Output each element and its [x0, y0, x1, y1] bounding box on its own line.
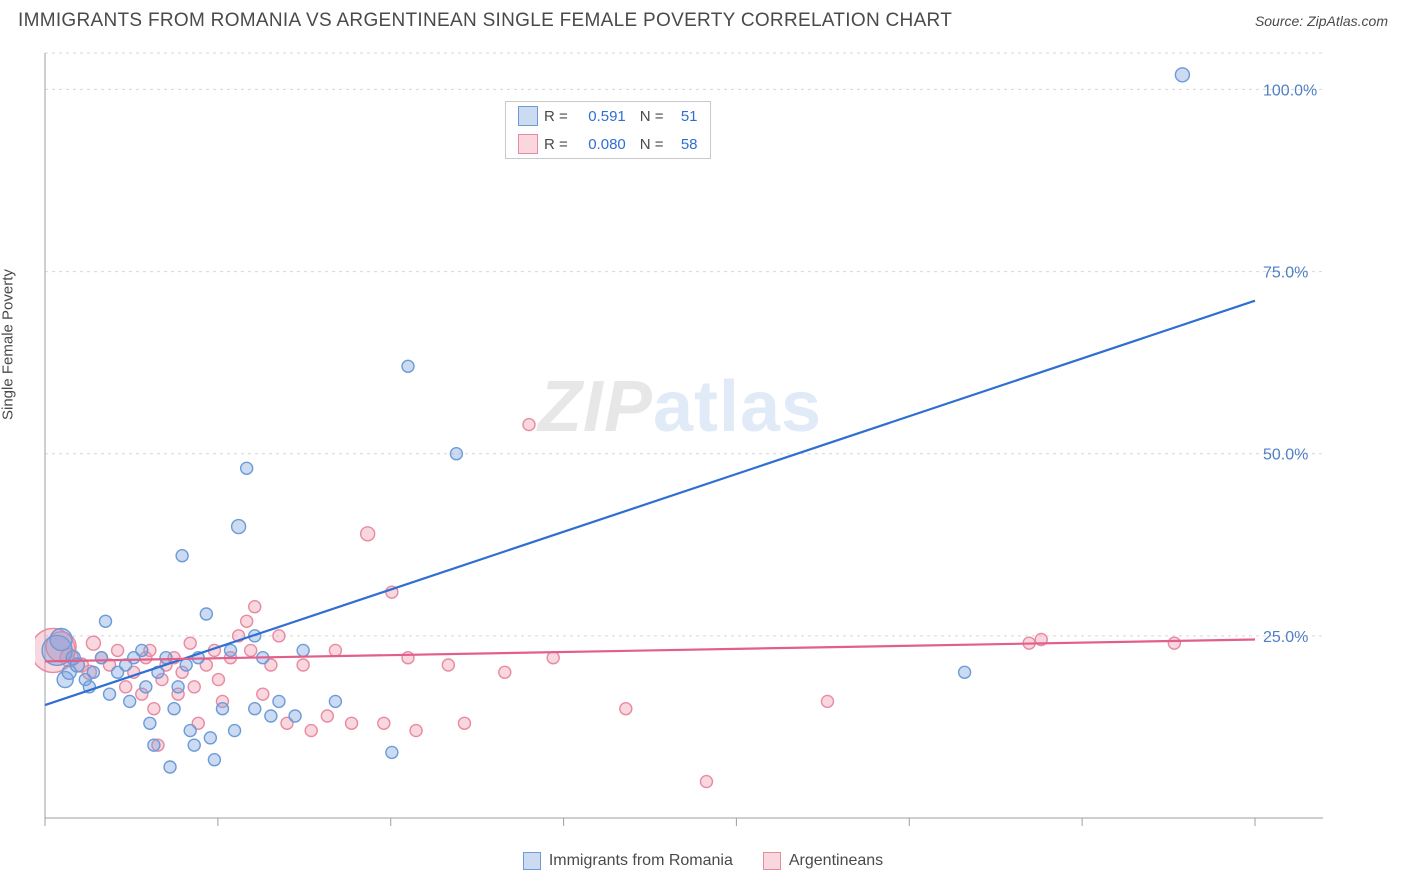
series-legend: Immigrants from Romania Argentineans: [0, 830, 1406, 892]
data-point: [160, 652, 172, 664]
data-point: [216, 703, 228, 715]
data-point: [450, 448, 462, 460]
data-point: [180, 659, 192, 671]
data-point: [204, 732, 216, 744]
data-point: [200, 608, 212, 620]
data-point: [172, 681, 184, 693]
legend-r-label: R =: [544, 136, 568, 153]
svg-text:100.0%: 100.0%: [1263, 82, 1317, 99]
legend-n-value: 51: [670, 108, 698, 125]
data-point: [620, 703, 632, 715]
correlation-legend: R = 0.591 N = 51 R = 0.080 N = 58: [505, 101, 711, 159]
title-bar: IMMIGRANTS FROM ROMANIA VS ARGENTINEAN S…: [0, 0, 1406, 38]
regression-line: [45, 301, 1255, 705]
data-point: [241, 615, 253, 627]
series-legend-item: Argentineans: [763, 852, 883, 870]
data-point: [273, 630, 285, 642]
data-point: [499, 666, 511, 678]
data-point: [273, 695, 285, 707]
svg-text:50.0%: 50.0%: [1263, 447, 1308, 464]
legend-r-value: 0.080: [574, 136, 626, 153]
data-point: [321, 710, 333, 722]
data-point: [410, 725, 422, 737]
data-point: [700, 776, 712, 788]
legend-n-value: 58: [670, 136, 698, 153]
data-point: [257, 688, 269, 700]
data-point: [289, 710, 301, 722]
data-point: [547, 652, 559, 664]
legend-swatch: [518, 134, 538, 154]
y-axis-label: Single Female Poverty: [0, 269, 17, 420]
data-point: [100, 615, 112, 627]
data-point: [821, 695, 833, 707]
svg-text:25.0%: 25.0%: [1263, 629, 1308, 646]
data-point: [297, 644, 309, 656]
legend-swatch: [523, 852, 541, 870]
data-point: [184, 637, 196, 649]
data-point: [164, 761, 176, 773]
source-attribution: Source: ZipAtlas.com: [1255, 13, 1388, 29]
data-point: [188, 681, 200, 693]
data-point: [148, 703, 160, 715]
data-point: [87, 666, 99, 678]
data-point: [188, 739, 200, 751]
legend-n-label: N =: [640, 136, 664, 153]
data-point: [386, 746, 398, 758]
data-point: [148, 739, 160, 751]
legend-row: R = 0.080 N = 58: [506, 130, 710, 158]
data-point: [442, 659, 454, 671]
data-point: [232, 520, 246, 534]
legend-row: R = 0.591 N = 51: [506, 102, 710, 130]
data-point: [523, 419, 535, 431]
svg-text:75.0%: 75.0%: [1263, 265, 1308, 282]
data-point: [104, 688, 116, 700]
data-point: [1175, 68, 1189, 82]
data-point: [144, 717, 156, 729]
data-point: [208, 754, 220, 766]
data-point: [176, 550, 188, 562]
data-point: [1168, 637, 1180, 649]
data-point: [329, 644, 341, 656]
data-point: [241, 462, 253, 474]
data-point: [402, 652, 414, 664]
data-point: [124, 695, 136, 707]
data-point: [225, 644, 237, 656]
data-point: [245, 644, 257, 656]
data-point: [458, 717, 470, 729]
data-point: [265, 710, 277, 722]
data-point: [136, 644, 148, 656]
series-legend-item: Immigrants from Romania: [523, 852, 733, 870]
scatter-plot: 0.0%15.0%25.0%50.0%75.0%100.0%: [35, 48, 1325, 828]
data-point: [86, 636, 100, 650]
data-point: [378, 717, 390, 729]
chart-area: 0.0%15.0%25.0%50.0%75.0%100.0% ZIPatlas …: [35, 48, 1325, 828]
data-point: [346, 717, 358, 729]
data-point: [168, 703, 180, 715]
data-point: [249, 703, 261, 715]
legend-n-label: N =: [640, 108, 664, 125]
data-point: [361, 527, 375, 541]
data-point: [212, 674, 224, 686]
data-point: [184, 725, 196, 737]
data-point: [229, 725, 241, 737]
data-point: [249, 601, 261, 613]
data-point: [297, 659, 309, 671]
data-point: [95, 652, 107, 664]
data-point: [50, 629, 72, 651]
series-label: Immigrants from Romania: [549, 852, 733, 870]
data-point: [120, 681, 132, 693]
data-point: [112, 644, 124, 656]
data-point: [959, 666, 971, 678]
data-point: [140, 681, 152, 693]
data-point: [329, 695, 341, 707]
series-label: Argentineans: [789, 852, 883, 870]
legend-r-label: R =: [544, 108, 568, 125]
legend-r-value: 0.591: [574, 108, 626, 125]
data-point: [305, 725, 317, 737]
legend-swatch: [763, 852, 781, 870]
data-point: [402, 360, 414, 372]
chart-title: IMMIGRANTS FROM ROMANIA VS ARGENTINEAN S…: [18, 10, 952, 32]
legend-swatch: [518, 106, 538, 126]
